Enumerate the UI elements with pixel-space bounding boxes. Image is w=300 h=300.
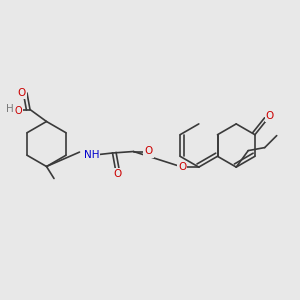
Text: O: O: [15, 106, 22, 116]
Text: NH: NH: [84, 149, 99, 160]
Text: O: O: [178, 162, 186, 172]
Text: H: H: [6, 104, 14, 115]
Text: O: O: [114, 169, 122, 179]
Text: O: O: [266, 111, 274, 121]
Text: O: O: [144, 146, 153, 157]
Text: O: O: [17, 88, 26, 98]
